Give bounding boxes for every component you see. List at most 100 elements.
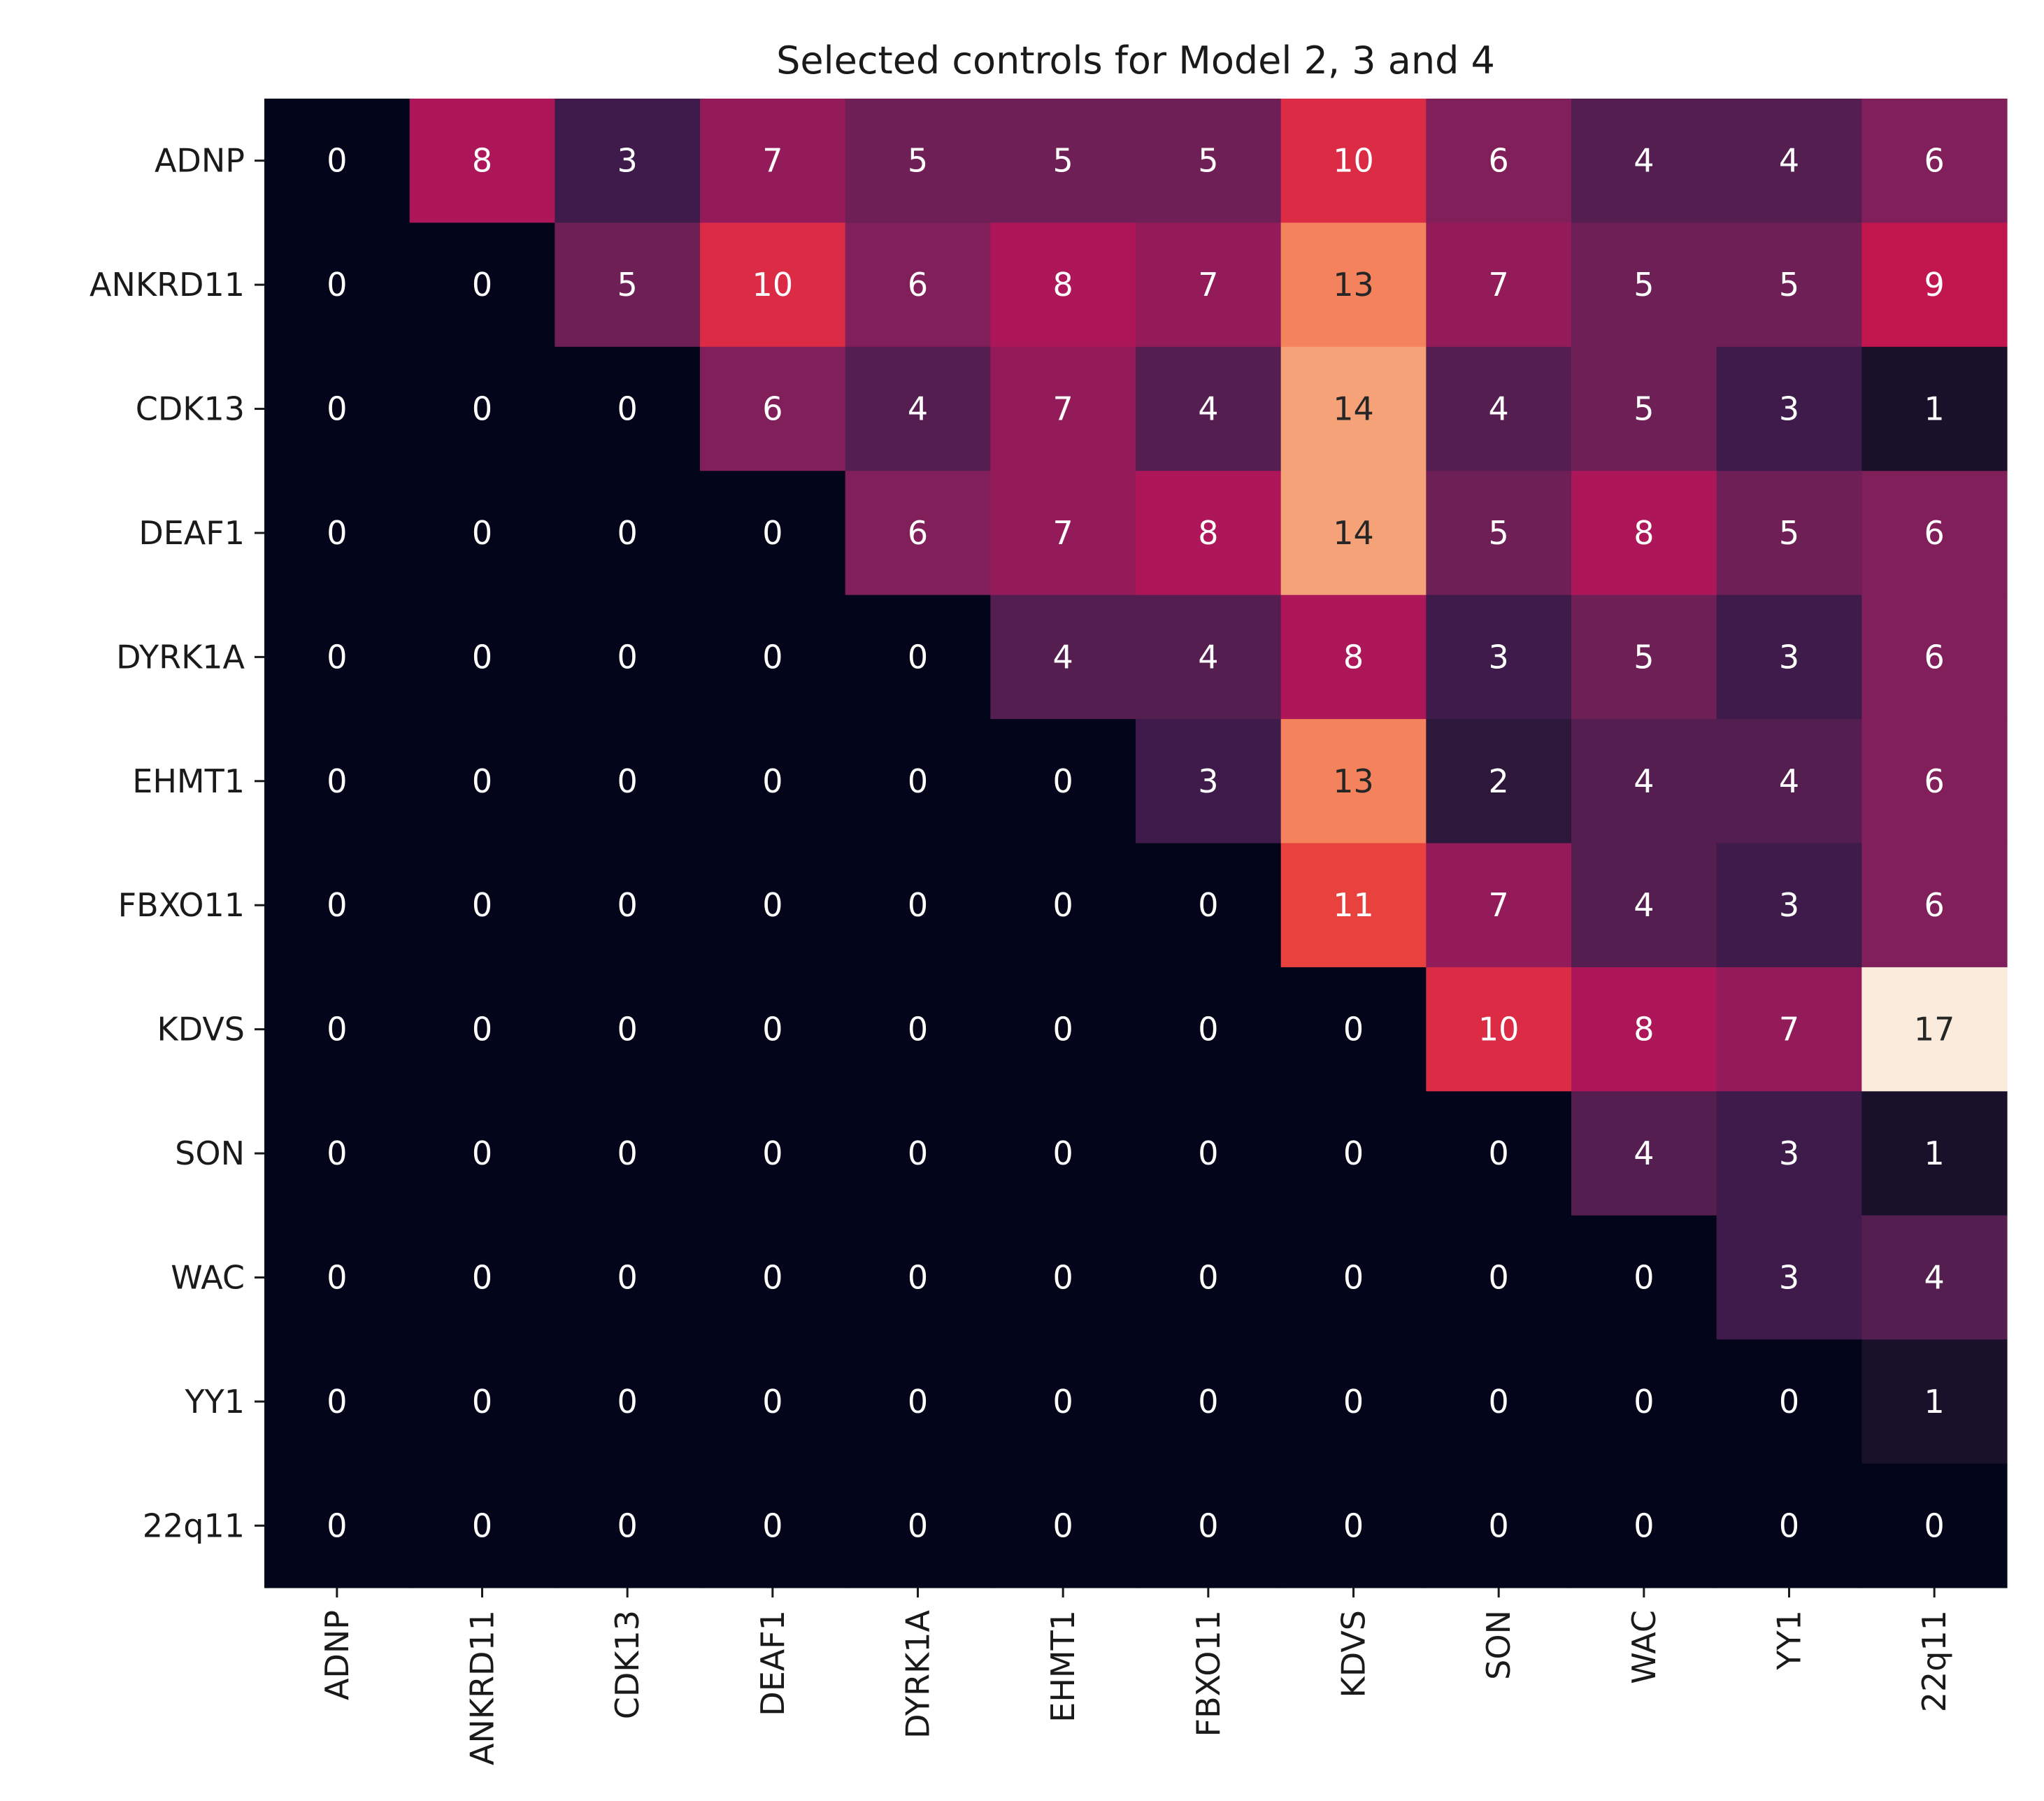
heatmap-cell-r4-c8 xyxy=(1426,595,1572,720)
cell-value-label-r0-c6: 5 xyxy=(1198,142,1218,180)
cell-value-label-r3-c11: 6 xyxy=(1924,514,1945,552)
heatmap-cell-r2-c1 xyxy=(409,346,555,471)
heatmap-cell-r4-c2 xyxy=(555,595,701,720)
x-tick-label-10: YY1 xyxy=(1771,1610,1808,1670)
cell-value-label-r5-c8: 2 xyxy=(1489,762,1509,800)
cell-value-label-r6-c8: 7 xyxy=(1489,886,1509,924)
heatmap-cell-r0-c3 xyxy=(700,99,846,224)
x-tick-label-0: ADNP xyxy=(318,1610,356,1700)
heatmap-cell-r10-c7 xyxy=(1280,1339,1427,1465)
heatmap-cell-r7-c0 xyxy=(264,967,410,1092)
cell-value-label-r6-c2: 0 xyxy=(617,886,638,924)
heatmap-cell-r6-c3 xyxy=(700,843,846,968)
cell-value-label-r11-c0: 0 xyxy=(327,1507,347,1544)
heatmap-cell-r3-c7 xyxy=(1280,471,1427,596)
y-tick-label-6: FBXO11 xyxy=(118,886,245,924)
heatmap-cell-r1-c1 xyxy=(409,222,555,348)
cell-value-label-r5-c6: 3 xyxy=(1198,762,1218,800)
cell-value-label-r2-c7: 14 xyxy=(1333,390,1374,428)
cell-value-label-r8-c11: 1 xyxy=(1924,1134,1945,1172)
cell-value-label-r3-c9: 8 xyxy=(1634,514,1654,552)
cell-value-label-r3-c0: 0 xyxy=(327,514,347,552)
cell-value-label-r7-c11: 17 xyxy=(1914,1011,1955,1048)
y-tick-label-2: CDK13 xyxy=(136,390,245,428)
cell-value-label-r7-c6: 0 xyxy=(1198,1011,1218,1048)
cell-value-label-r6-c5: 0 xyxy=(1053,886,1073,924)
cell-value-label-r8-c1: 0 xyxy=(472,1134,492,1172)
cell-value-label-r0-c1: 8 xyxy=(472,142,492,180)
cell-value-label-r7-c7: 0 xyxy=(1343,1011,1364,1048)
heatmap-cell-r5-c9 xyxy=(1571,719,1717,844)
heatmap-cell-r4-c1 xyxy=(409,595,555,720)
cell-value-label-r5-c10: 4 xyxy=(1779,762,1799,800)
heatmap-cell-r6-c0 xyxy=(264,843,410,968)
cell-value-label-r4-c9: 5 xyxy=(1634,638,1654,676)
heatmap-cells: 0 8 3 7 5 5 5 10 6 4 4 60 0 5 10 6 8 7 13 7 5 5 90 0 0 6 4 7 4 14 4 5 3 1… xyxy=(264,99,2008,1588)
cell-value-label-r6-c9: 4 xyxy=(1634,886,1654,924)
cell-value-label-r8-c4: 0 xyxy=(908,1134,928,1172)
heatmap-cell-r5-c3 xyxy=(700,719,846,844)
cell-value-label-r9-c4: 0 xyxy=(908,1258,928,1296)
heatmap-cell-r0-c6 xyxy=(1136,99,1282,224)
cell-value-label-r3-c7: 14 xyxy=(1333,514,1374,552)
heatmap-cell-r9-c11 xyxy=(1861,1215,2008,1340)
cell-value-label-r7-c10: 7 xyxy=(1779,1011,1799,1048)
cell-value-label-r7-c5: 0 xyxy=(1053,1011,1073,1048)
heatmap-cell-r0-c2 xyxy=(555,99,701,224)
heatmap-cell-r6-c10 xyxy=(1716,843,1862,968)
cell-value-label-r9-c0: 0 xyxy=(327,1258,347,1296)
heatmap-cell-r10-c1 xyxy=(409,1339,555,1465)
heatmap-cell-r2-c11 xyxy=(1861,346,2008,471)
cell-value-label-r9-c10: 3 xyxy=(1779,1258,1799,1296)
y-tick-label-1: ANKRD11 xyxy=(90,266,245,304)
cell-value-label-r6-c7: 11 xyxy=(1333,886,1374,924)
x-axis: ADNP ANKRD11 CDK13 DEAF1 DYRK1A EHMT1 FBXO11 KD… xyxy=(318,1588,1953,1765)
cell-value-label-r4-c0: 0 xyxy=(327,638,347,676)
heatmap-cell-r6-c7 xyxy=(1280,843,1427,968)
heatmap-cell-r3-c11 xyxy=(1861,471,2008,596)
heatmap-cell-r4-c10 xyxy=(1716,595,1862,720)
heatmap-cell-r6-c11 xyxy=(1861,843,2008,968)
cell-value-label-r11-c8: 0 xyxy=(1489,1507,1509,1544)
cell-value-label-r6-c0: 0 xyxy=(327,886,347,924)
heatmap-cell-r3-c4 xyxy=(845,471,991,596)
cell-value-label-r4-c11: 6 xyxy=(1924,638,1945,676)
cell-value-label-r10-c1: 0 xyxy=(472,1383,492,1421)
cell-value-label-r8-c8: 0 xyxy=(1489,1134,1509,1172)
heatmap-cell-r5-c10 xyxy=(1716,719,1862,844)
heatmap-cell-r3-c9 xyxy=(1571,471,1717,596)
cell-value-label-r4-c10: 3 xyxy=(1779,638,1799,676)
cell-value-label-r9-c6: 0 xyxy=(1198,1258,1218,1296)
cell-value-label-r3-c8: 5 xyxy=(1489,514,1509,552)
cell-value-label-r2-c10: 3 xyxy=(1779,390,1799,428)
cell-value-label-r3-c4: 6 xyxy=(908,514,928,552)
heatmap-cell-r1-c5 xyxy=(990,222,1136,348)
x-tick-label-6: FBXO11 xyxy=(1189,1610,1227,1737)
y-axis: ADNP ANKRD11 CDK13 DEAF1 DYRK1A EHMT1 FBXO11 KD… xyxy=(90,142,264,1544)
heatmap-cell-r2-c6 xyxy=(1136,346,1282,471)
heatmap-cell-r1-c9 xyxy=(1571,222,1717,348)
cell-value-label-r10-c9: 0 xyxy=(1634,1383,1654,1421)
cell-value-label-r5-c1: 0 xyxy=(472,762,492,800)
cell-value-label-r0-c2: 3 xyxy=(617,142,638,180)
cell-value-label-r0-c10: 4 xyxy=(1779,142,1799,180)
heatmap-cell-r1-c2 xyxy=(555,222,701,348)
heatmap-cell-r9-c2 xyxy=(555,1215,701,1340)
heatmap-cell-r2-c3 xyxy=(700,346,846,471)
cell-value-label-r10-c7: 0 xyxy=(1343,1383,1364,1421)
heatmap-cell-r9-c7 xyxy=(1280,1215,1427,1340)
heatmap-cell-r5-c7 xyxy=(1280,719,1427,844)
heatmap-cell-r10-c5 xyxy=(990,1339,1136,1465)
heatmap-cell-r4-c3 xyxy=(700,595,846,720)
cell-value-label-r11-c6: 0 xyxy=(1198,1507,1218,1544)
heatmap-cell-r2-c0 xyxy=(264,346,410,471)
x-tick-label-1: ANKRD11 xyxy=(464,1610,501,1765)
heatmap-cell-r0-c5 xyxy=(990,99,1136,224)
heatmap-cell-r4-c0 xyxy=(264,595,410,720)
cell-value-label-r2-c3: 6 xyxy=(762,390,782,428)
cell-value-label-r11-c9: 0 xyxy=(1634,1507,1654,1544)
heatmap-cell-r11-c5 xyxy=(990,1463,1136,1588)
cell-value-label-r3-c3: 0 xyxy=(762,514,782,552)
cell-value-label-r10-c4: 0 xyxy=(908,1383,928,1421)
heatmap-cell-r0-c4 xyxy=(845,99,991,224)
